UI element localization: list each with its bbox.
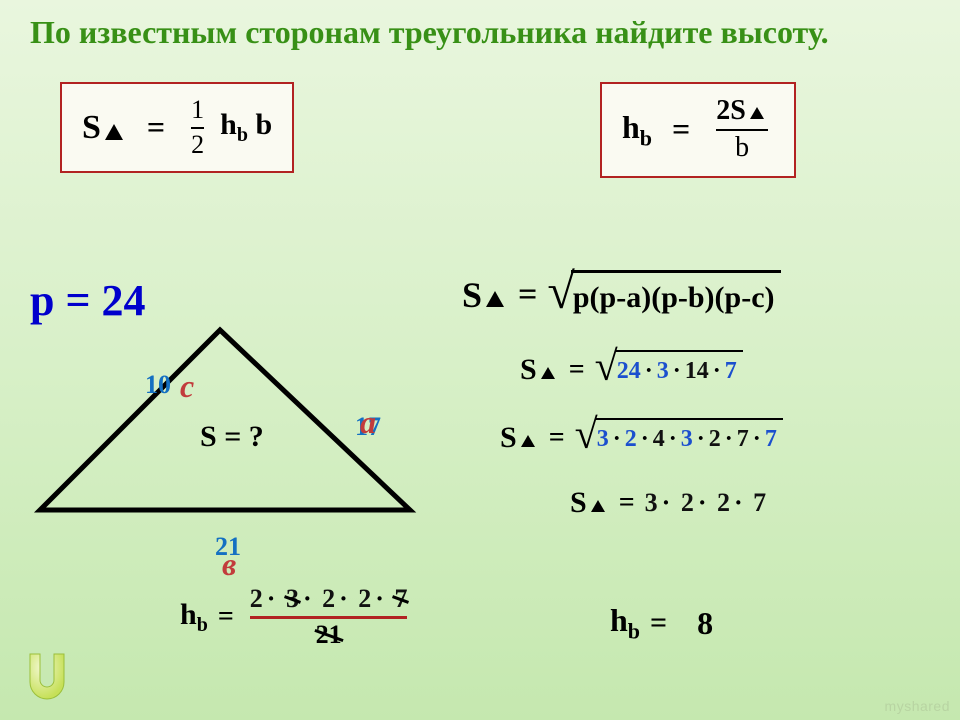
watermark-text: myshared [885,698,950,714]
formula-box-height: hb = 2 S b [600,82,796,178]
page-title: По известным сторонам треугольника найди… [30,14,930,51]
side-c-value: 10 [145,370,171,400]
equals-sign: = [147,109,165,146]
triangle-icon [521,435,535,447]
u-badge-icon[interactable] [20,650,74,704]
triangle-icon [105,124,123,140]
sqrt-icon: √ 3· 2· 4· 3· 2· 7· 7 [575,418,783,458]
triangle-icon [591,500,605,512]
sqrt-icon: √ p(p-a)(p-b)(p-c) [547,270,780,320]
equals-sign: = [672,111,690,148]
heron-formula: S = √ p(p-a)(p-b)(p-c) [462,270,781,320]
triangle-interior-label: S = ? [200,420,264,454]
two-s-over-b-fraction: 2 S b [716,96,768,164]
side-c-var: с [180,368,194,405]
calc-step-2: S = √ 3· 2· 4· 3· 2· 7· 7 [500,418,783,458]
triangle-icon [750,107,764,119]
hb-fraction: 2· 3· 2· 2· 7 21 [250,585,408,649]
formula-box-area: S = 1 2 hb b [60,82,294,173]
triangle-icon [541,367,555,379]
calc-step-1: S = √ 24· 3· 14· 7 [520,350,743,390]
calc-step-3: S = 3· 2· 2· 7 [570,486,766,520]
heron-S: S [82,109,101,147]
h-sub-b: hb [622,109,652,151]
h-sub-b-b: hb b [220,108,272,147]
hb-fraction-step: hb = 2· 3· 2· 2· 7 21 [180,585,413,649]
one-half-fraction: 1 2 [191,96,204,159]
sqrt-icon: √ 24· 3· 14· 7 [595,350,743,390]
triangle-icon [486,291,504,307]
side-a-var: а [360,404,376,441]
hb-result: hb = 8 [610,602,713,644]
side-b-var: в [222,546,236,583]
